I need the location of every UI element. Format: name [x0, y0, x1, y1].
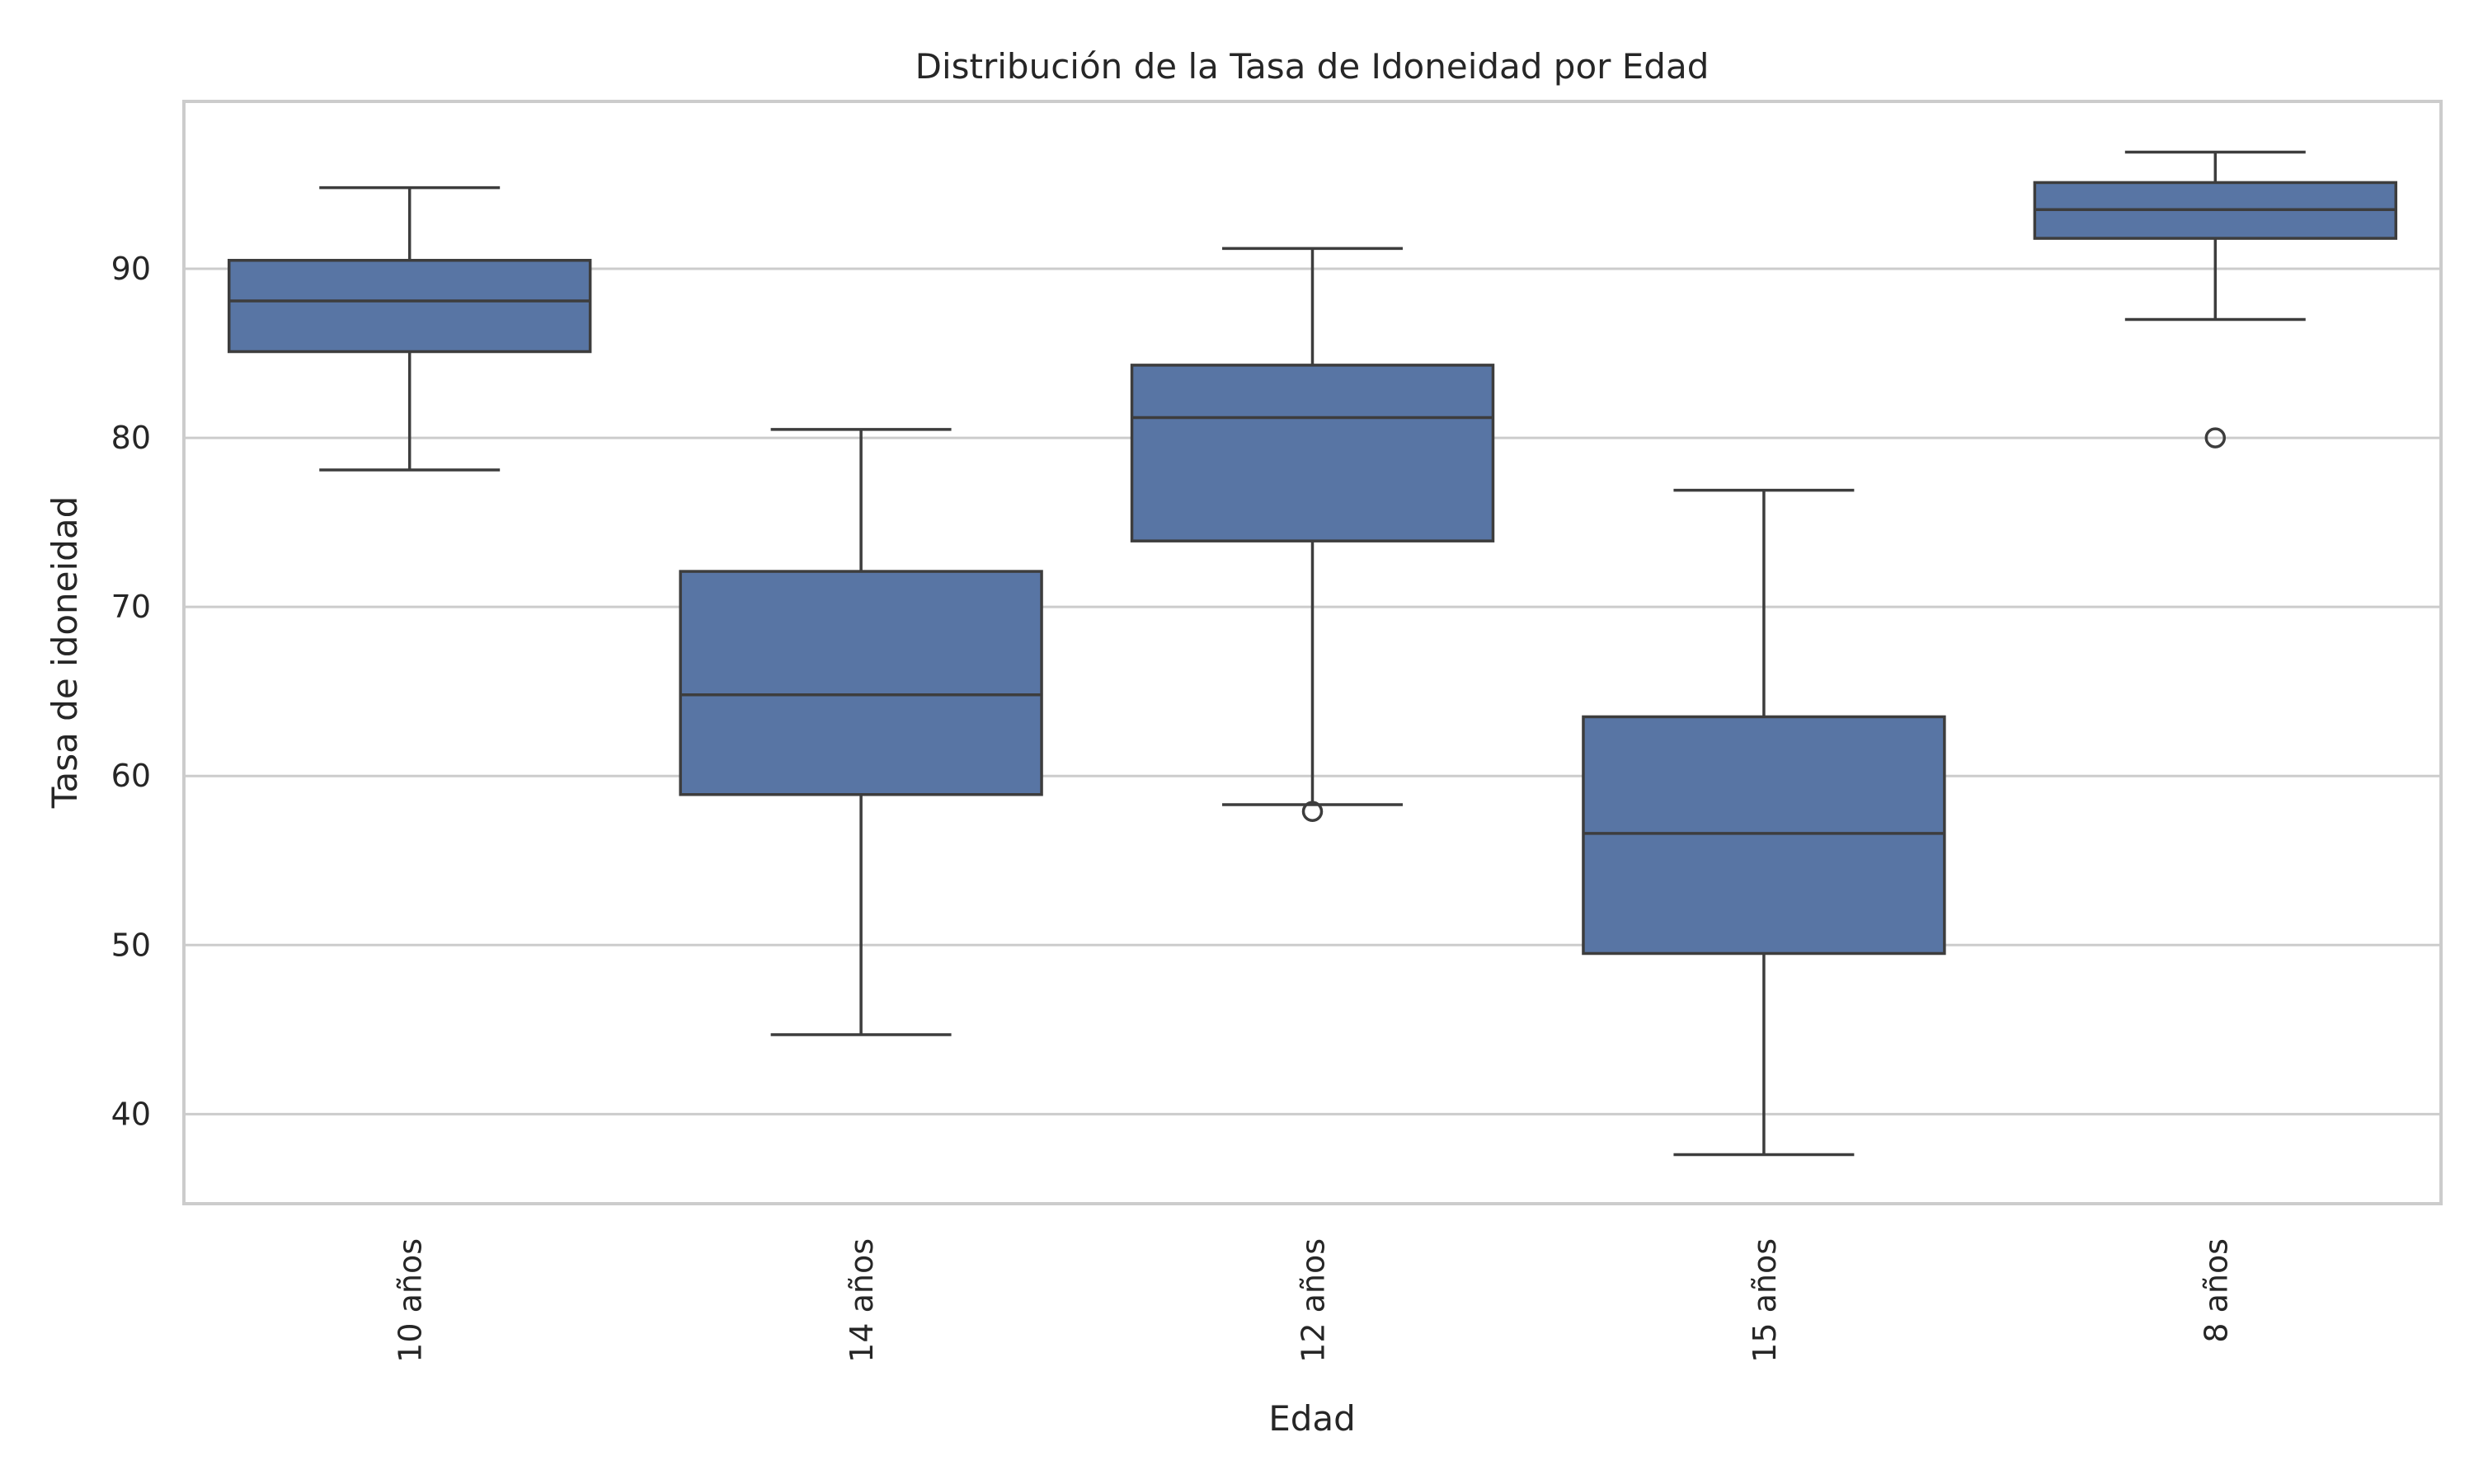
plot-frame	[182, 100, 2443, 1205]
x-tick-label: 15 años	[1747, 1238, 1783, 1363]
box-group	[679, 428, 1043, 1036]
y-tick-label: 90	[111, 251, 151, 287]
y-tick-label: 40	[111, 1096, 151, 1132]
box-group	[2033, 150, 2398, 448]
chart-title: Distribución de la Tasa de Idoneidad por…	[915, 46, 1710, 87]
x-tick-label: 12 años	[1296, 1238, 1332, 1363]
outlier-point	[1301, 801, 1324, 823]
x-tick-label: 8 años	[2198, 1238, 2234, 1343]
y-tick-label: 60	[111, 758, 151, 794]
x-tick-label: 10 años	[393, 1238, 429, 1363]
x-tick-label: 14 años	[844, 1238, 880, 1363]
box-iqr	[1130, 364, 1495, 542]
y-axis-label: Tasa de idoneidad	[45, 496, 85, 809]
box-iqr	[227, 259, 592, 354]
box-group	[1130, 247, 1495, 823]
y-tick-label: 80	[111, 420, 151, 456]
box-group	[227, 186, 592, 472]
y-tick-labels: 40 50 60 70 80 90	[111, 251, 151, 1132]
y-tick-label: 50	[111, 927, 151, 963]
box-iqr	[1582, 715, 1946, 956]
x-axis-label: Edad	[1268, 1398, 1356, 1439]
x-tick-labels: 10 años 14 años 12 años 15 años 8 años	[393, 1238, 2235, 1363]
box-iqr	[679, 570, 1043, 796]
y-tick-label: 70	[111, 589, 151, 625]
box-group	[1582, 488, 1946, 1157]
boxes	[227, 150, 2398, 1157]
outlier-point	[2204, 427, 2227, 448]
